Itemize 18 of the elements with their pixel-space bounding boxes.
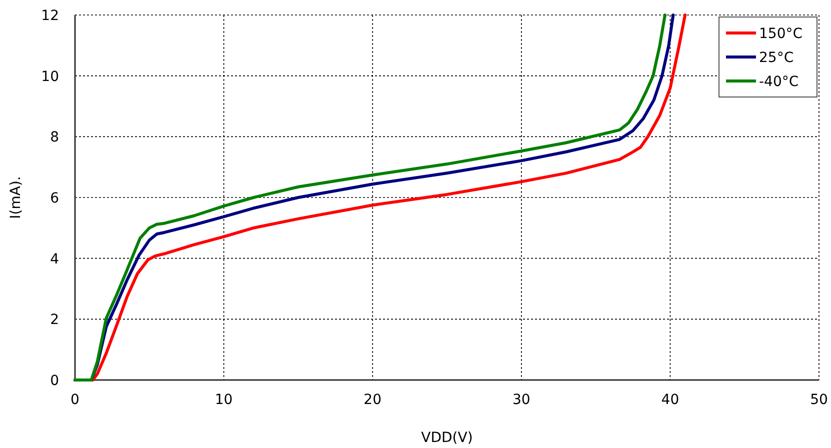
y-tick-label: 0 xyxy=(50,373,59,389)
legend-label: -40°C xyxy=(759,74,799,90)
x-tick-label: 20 xyxy=(364,392,382,408)
y-tick-label: 8 xyxy=(50,130,59,146)
y-tick-label: 10 xyxy=(41,68,59,85)
x-tick-label: 10 xyxy=(214,392,233,408)
legend-label: 150°C xyxy=(759,26,803,42)
legend-label: 25°C xyxy=(759,50,794,66)
x-axis-title: VDD(V) xyxy=(421,430,473,446)
y-axis-title: I(mA). xyxy=(8,176,24,219)
x-tick-label: 30 xyxy=(512,392,530,408)
x-tick-label: 50 xyxy=(810,392,828,408)
y-tick-label: 4 xyxy=(50,251,60,268)
y-tick-label: 12 xyxy=(41,8,59,24)
y-tick-label: 2 xyxy=(50,312,59,328)
x-tick-label: 40 xyxy=(661,392,680,408)
x-tick-label: 0 xyxy=(70,392,80,408)
y-tick-label: 6 xyxy=(50,190,60,206)
